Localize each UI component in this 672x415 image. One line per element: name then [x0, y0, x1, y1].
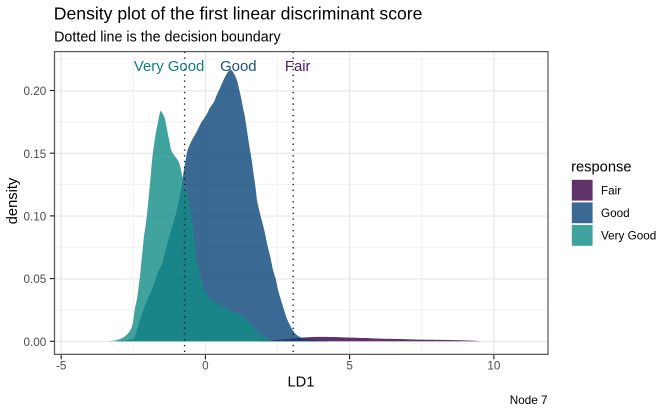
svg-text:Good: Good	[220, 59, 256, 75]
svg-text:Very Good: Very Good	[134, 59, 204, 75]
svg-text:LD1: LD1	[288, 375, 315, 391]
svg-text:-5: -5	[56, 360, 67, 373]
svg-text:10: 10	[487, 360, 501, 373]
svg-text:0.10: 0.10	[24, 211, 47, 224]
svg-text:density: density	[5, 177, 21, 224]
svg-text:Good: Good	[601, 207, 630, 220]
svg-text:0.00: 0.00	[24, 336, 47, 349]
svg-text:5: 5	[346, 360, 353, 373]
svg-text:0.05: 0.05	[24, 273, 47, 286]
svg-text:Very Good: Very Good	[601, 230, 656, 243]
svg-text:Density plot of the first line: Density plot of the first linear discrim…	[54, 4, 423, 24]
svg-text:Node 7: Node 7	[510, 394, 548, 407]
svg-text:Fair: Fair	[601, 184, 621, 197]
svg-text:Dotted line is the decision bo: Dotted line is the decision boundary	[54, 30, 281, 46]
svg-text:0: 0	[202, 360, 209, 373]
svg-text:0.20: 0.20	[24, 85, 47, 98]
svg-text:response: response	[571, 159, 631, 175]
svg-text:0.15: 0.15	[24, 148, 47, 161]
svg-text:Fair: Fair	[285, 59, 311, 75]
